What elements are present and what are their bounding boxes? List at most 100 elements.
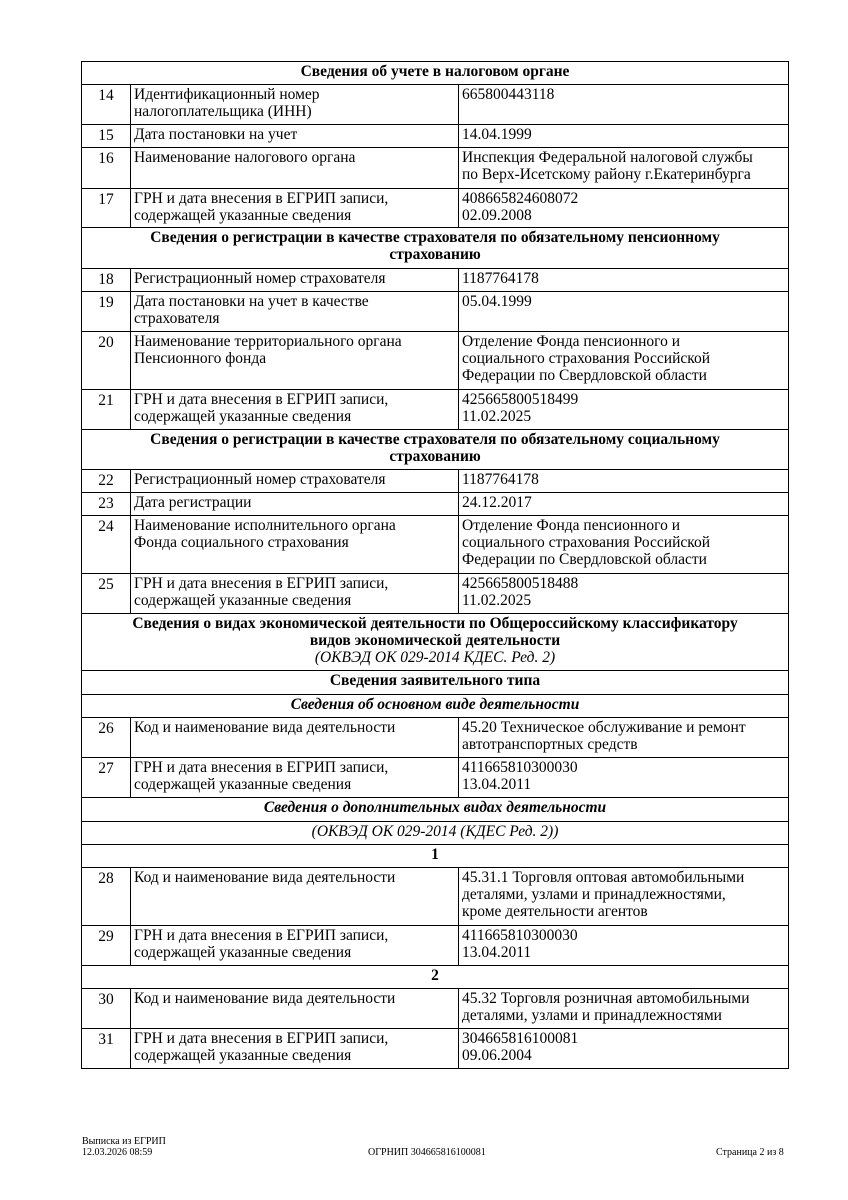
footer-doc-title: Выписка из ЕГРИП <box>82 1136 166 1147</box>
table-row: 29 ГРН и дата внесения в ЕГРИП записи, со… <box>81 925 790 966</box>
footer-datetime: 12.03.2026 08:59 <box>82 1147 153 1158</box>
section-title-text: (ОКВЭД ОК 029-2014 (КДЕС Ред. 2)) <box>311 823 559 840</box>
row-value: 304665816100081 09.06.2004 <box>457 1028 790 1069</box>
row-number: 25 <box>81 573 131 614</box>
row-number: 17 <box>81 188 131 228</box>
row-number: 28 <box>81 867 131 926</box>
row-value: 1187764178 <box>457 469 790 493</box>
egrip-table: Сведения об учете в налоговом органе 14 Ид… <box>80 61 790 1069</box>
row-label: ГРН и дата внесения в ЕГРИП записи, соде… <box>130 1028 459 1069</box>
section-title-text: Сведения о регистрации в качестве страхо… <box>150 431 720 465</box>
table-row: 14 Идентификационный номер налогоплательщ… <box>81 84 790 125</box>
table-row: 24 Наименование исполнительного органа Фо… <box>81 515 790 574</box>
section-title-text: Сведения об учете в налоговом органе <box>300 63 570 80</box>
table-row: 19 Дата постановки на учет в качестве стр… <box>81 291 790 332</box>
table-row: 16 Наименование налогового органа Инспекци… <box>81 147 790 189</box>
section-note: (ОКВЭД ОК 029-2014 КДЕС. Ред. 2) <box>314 649 556 666</box>
table-row: 18 Регистрационный номер страхователя 1187… <box>81 268 790 292</box>
table-row: 23 Дата регистрации 24.12.2017 <box>81 492 790 516</box>
table-row: 27 ГРН и дата внесения в ЕГРИП записи, со… <box>81 757 790 798</box>
row-label: Дата регистрации <box>130 492 459 516</box>
row-value: 45.32 Торговля розничная автомобильными … <box>457 988 790 1029</box>
row-value: 45.31.1 Торговля оптовая автомобильными … <box>457 867 790 926</box>
row-value: 665800443118 <box>457 84 790 125</box>
row-number: 29 <box>81 925 131 966</box>
section-title-text: 1 <box>431 846 439 863</box>
row-number: 24 <box>81 515 131 574</box>
section-title-text: Сведения об основном виде деятельности <box>290 696 580 713</box>
row-number: 16 <box>81 147 131 189</box>
section-title: 2 <box>80 965 790 989</box>
row-label: ГРН и дата внесения в ЕГРИП записи, соде… <box>130 925 459 966</box>
row-number: 15 <box>81 124 131 148</box>
section-header: 2 <box>80 965 790 989</box>
row-number: 30 <box>81 988 131 1029</box>
row-value: 411665810300030 13.04.2011 <box>457 757 790 798</box>
section-title: 1 <box>80 844 790 868</box>
table-row: 22 Регистрационный номер страхователя 1187… <box>81 469 790 493</box>
row-value: 45.20 Техническое обслуживание и ремонт … <box>457 717 790 758</box>
table-row: 26 Код и наименование вида деятельности 45… <box>81 717 790 758</box>
row-label: Код и наименование вида деятельности <box>130 717 459 758</box>
row-value: 14.04.1999 <box>457 124 790 148</box>
section-title-text: Сведения о видах экономической деятельно… <box>132 615 738 649</box>
section-header: 1 <box>80 844 790 868</box>
section-header: Сведения о дополнительных видах деятельн… <box>80 797 790 822</box>
section-title: Сведения об учете в налоговом органе <box>80 61 790 85</box>
table-row: 17 ГРН и дата внесения в ЕГРИП записи, со… <box>81 188 790 228</box>
section-title: Сведения о видах экономической деятельно… <box>80 613 790 671</box>
row-label: Код и наименование вида деятельности <box>130 867 459 926</box>
row-number: 26 <box>81 717 131 758</box>
row-number: 31 <box>81 1028 131 1069</box>
table-row: 25 ГРН и дата внесения в ЕГРИП записи, со… <box>81 573 790 614</box>
section-title-text: Сведения о регистрации в качестве страхо… <box>150 229 720 263</box>
row-value: 425665800518488 11.02.2025 <box>457 573 790 614</box>
row-value: 24.12.2017 <box>457 492 790 516</box>
section-header: Сведения о видах экономической деятельно… <box>80 613 790 671</box>
row-label: Дата постановки на учет в качестве страх… <box>130 291 459 332</box>
section-title: Сведения о дополнительных видах деятельн… <box>80 797 790 822</box>
section-header: Сведения заявительного типа <box>80 670 790 695</box>
row-label: Наименование налогового органа <box>130 147 459 189</box>
row-number: 22 <box>81 469 131 493</box>
row-number: 27 <box>81 757 131 798</box>
row-number: 19 <box>81 291 131 332</box>
section-title: Сведения о регистрации в качестве страхо… <box>80 429 790 470</box>
row-value: Отделение Фонда пенсионного и социальног… <box>457 515 790 574</box>
row-label: Дата постановки на учет <box>130 124 459 148</box>
section-header: (ОКВЭД ОК 029-2014 (КДЕС Ред. 2)) <box>80 821 790 845</box>
section-title-text: Сведения о дополнительных видах деятельн… <box>263 799 607 816</box>
section-title: Сведения заявительного типа <box>80 670 790 695</box>
row-label: Регистрационный номер страхователя <box>130 268 459 292</box>
table-row: 20 Наименование территориального органа П… <box>81 331 790 390</box>
row-label: ГРН и дата внесения в ЕГРИП записи, соде… <box>130 389 459 430</box>
section-header: Сведения о регистрации в качестве страхо… <box>80 429 790 470</box>
row-label: Регистрационный номер страхователя <box>130 469 459 493</box>
row-number: 20 <box>81 331 131 390</box>
row-label: ГРН и дата внесения в ЕГРИП записи, соде… <box>130 757 459 798</box>
row-label: Идентификационный номер налогоплательщик… <box>130 84 459 125</box>
table-row: 28 Код и наименование вида деятельности 45… <box>81 867 790 926</box>
row-number: 14 <box>81 84 131 125</box>
section-header: Сведения об учете в налоговом органе <box>80 61 790 85</box>
section-title-text: 2 <box>431 967 439 984</box>
row-value: 1187764178 <box>457 268 790 292</box>
row-number: 18 <box>81 268 131 292</box>
table-row: 21 ГРН и дата внесения в ЕГРИП записи, со… <box>81 389 790 430</box>
section-header: Сведения о регистрации в качестве страхо… <box>80 227 790 269</box>
row-number: 23 <box>81 492 131 516</box>
section-title-text: Сведения заявительного типа <box>329 672 541 689</box>
table-row: 30 Код и наименование вида деятельности 45… <box>81 988 790 1029</box>
row-label: ГРН и дата внесения в ЕГРИП записи, соде… <box>130 188 459 228</box>
row-value: Отделение Фонда пенсионного и социальног… <box>457 331 790 390</box>
row-label: Код и наименование вида деятельности <box>130 988 459 1029</box>
footer-page-number: Страница 2 из 8 <box>716 1147 784 1158</box>
section-header: Сведения об основном виде деятельности <box>80 694 790 718</box>
row-value: Инспекция Федеральной налоговой службы п… <box>457 147 790 189</box>
footer-ogrnip: ОГРНИП 304665816100081 <box>368 1147 486 1158</box>
table-row: 15 Дата постановки на учет 14.04.1999 <box>81 124 790 148</box>
section-title: Сведения об основном виде деятельности <box>80 694 790 718</box>
table-row: 31 ГРН и дата внесения в ЕГРИП записи, со… <box>81 1028 790 1069</box>
row-value: 05.04.1999 <box>457 291 790 332</box>
row-label: ГРН и дата внесения в ЕГРИП записи, соде… <box>130 573 459 614</box>
